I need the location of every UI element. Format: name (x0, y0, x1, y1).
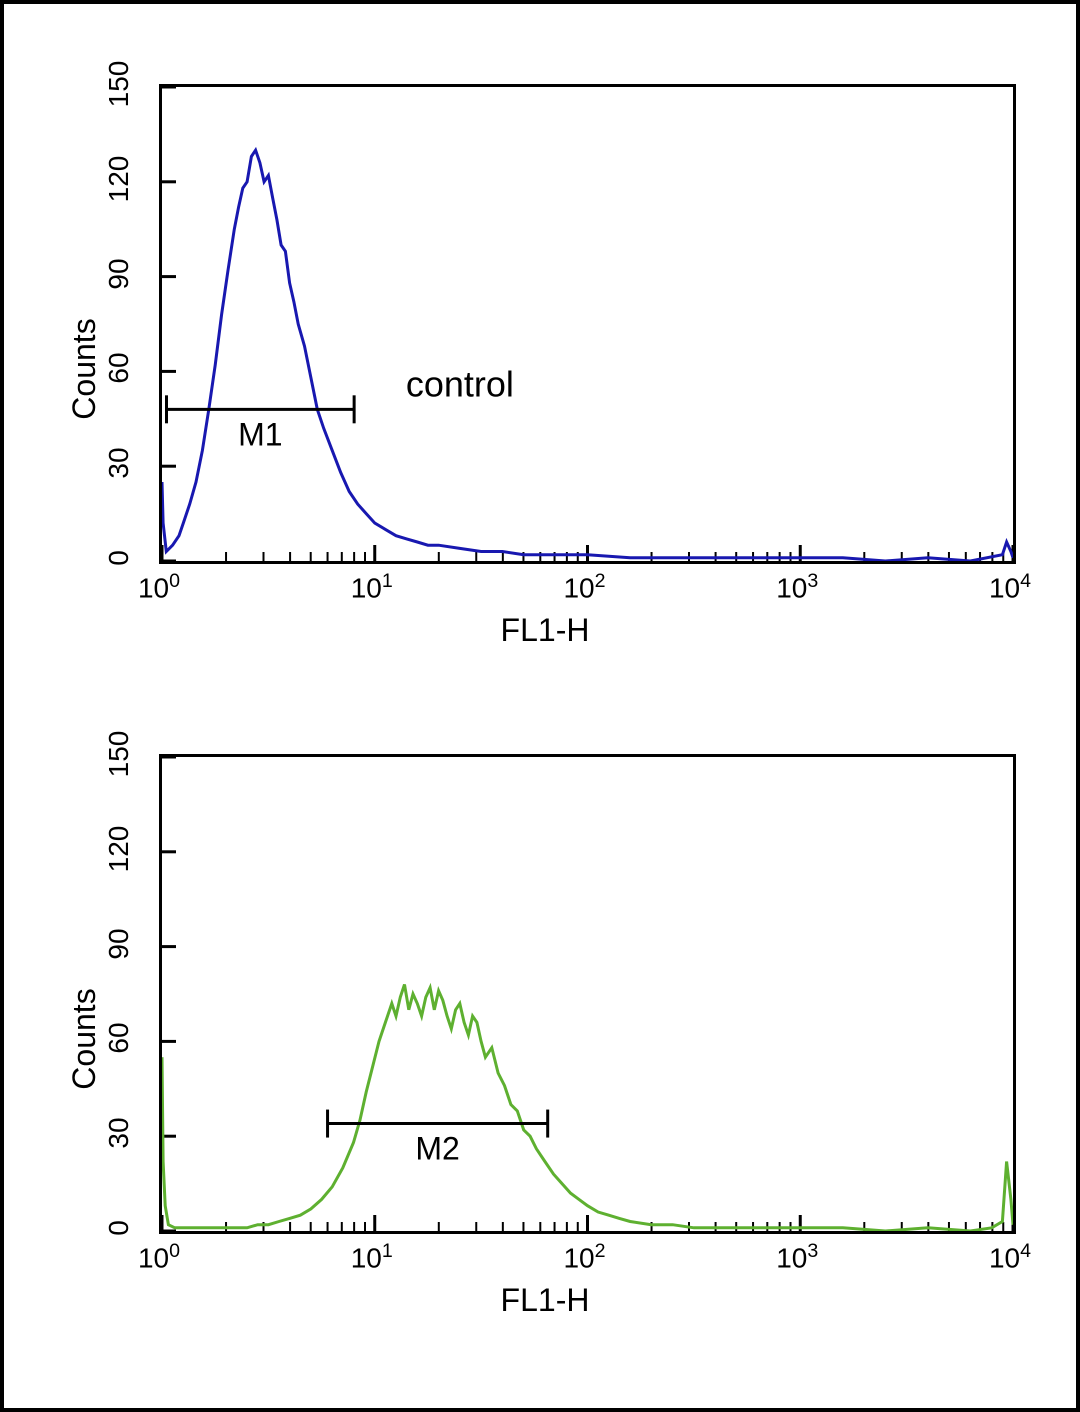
histogram-trace (162, 985, 1013, 1232)
y-tick-label: 30 (103, 448, 135, 479)
gate-marker-label: M1 (238, 416, 282, 452)
plot-area-top: M1 control (159, 84, 1016, 564)
y-tick-label: 120 (103, 155, 135, 202)
y-tick-label: 90 (103, 928, 135, 959)
y-axis-label: Counts (66, 318, 103, 419)
histogram-panel-bottom: Counts M2 FL1-H 0 30 60 90 120 150 100 101 102 10… (54, 724, 1036, 1354)
x-tick-label: 102 (563, 1240, 605, 1274)
gate-marker: M1 (167, 395, 355, 452)
y-tick-label: 0 (103, 550, 135, 566)
x-tick-label: 103 (776, 1240, 818, 1274)
x-axis-label: FL1-H (501, 612, 590, 649)
y-tick-label: 0 (103, 1220, 135, 1236)
y-tick-label: 90 (103, 258, 135, 289)
x-tick-label: 101 (351, 1240, 393, 1274)
x-tick-label: 100 (138, 1240, 180, 1274)
x-axis-label: FL1-H (501, 1282, 590, 1319)
y-tick-label: 60 (103, 1023, 135, 1054)
x-tick-label: 100 (138, 570, 180, 604)
histogram-trace (162, 150, 1013, 561)
x-tick-label: 104 (989, 1240, 1031, 1274)
figure-frame: Counts M1 control FL1-H 0 30 60 90 120 150 100 1… (0, 0, 1080, 1412)
x-tick-label: 103 (776, 570, 818, 604)
histogram-svg-top: M1 control (162, 87, 1013, 561)
y-tick-label: 150 (103, 731, 135, 778)
y-axis-label: Counts (66, 988, 103, 1089)
y-tick-label: 120 (103, 825, 135, 872)
x-tick-label: 104 (989, 570, 1031, 604)
annotation-label: control (406, 364, 514, 405)
y-tick-label: 30 (103, 1118, 135, 1149)
plot-area-bottom: M2 (159, 754, 1016, 1234)
histogram-panel-top: Counts M1 control FL1-H 0 30 60 90 120 150 100 1… (54, 54, 1036, 684)
y-tick-label: 60 (103, 353, 135, 384)
x-tick-label: 101 (351, 570, 393, 604)
y-tick-label: 150 (103, 61, 135, 108)
histogram-svg-bottom: M2 (162, 757, 1013, 1231)
gate-marker-label: M2 (415, 1131, 459, 1167)
x-tick-label: 102 (563, 570, 605, 604)
